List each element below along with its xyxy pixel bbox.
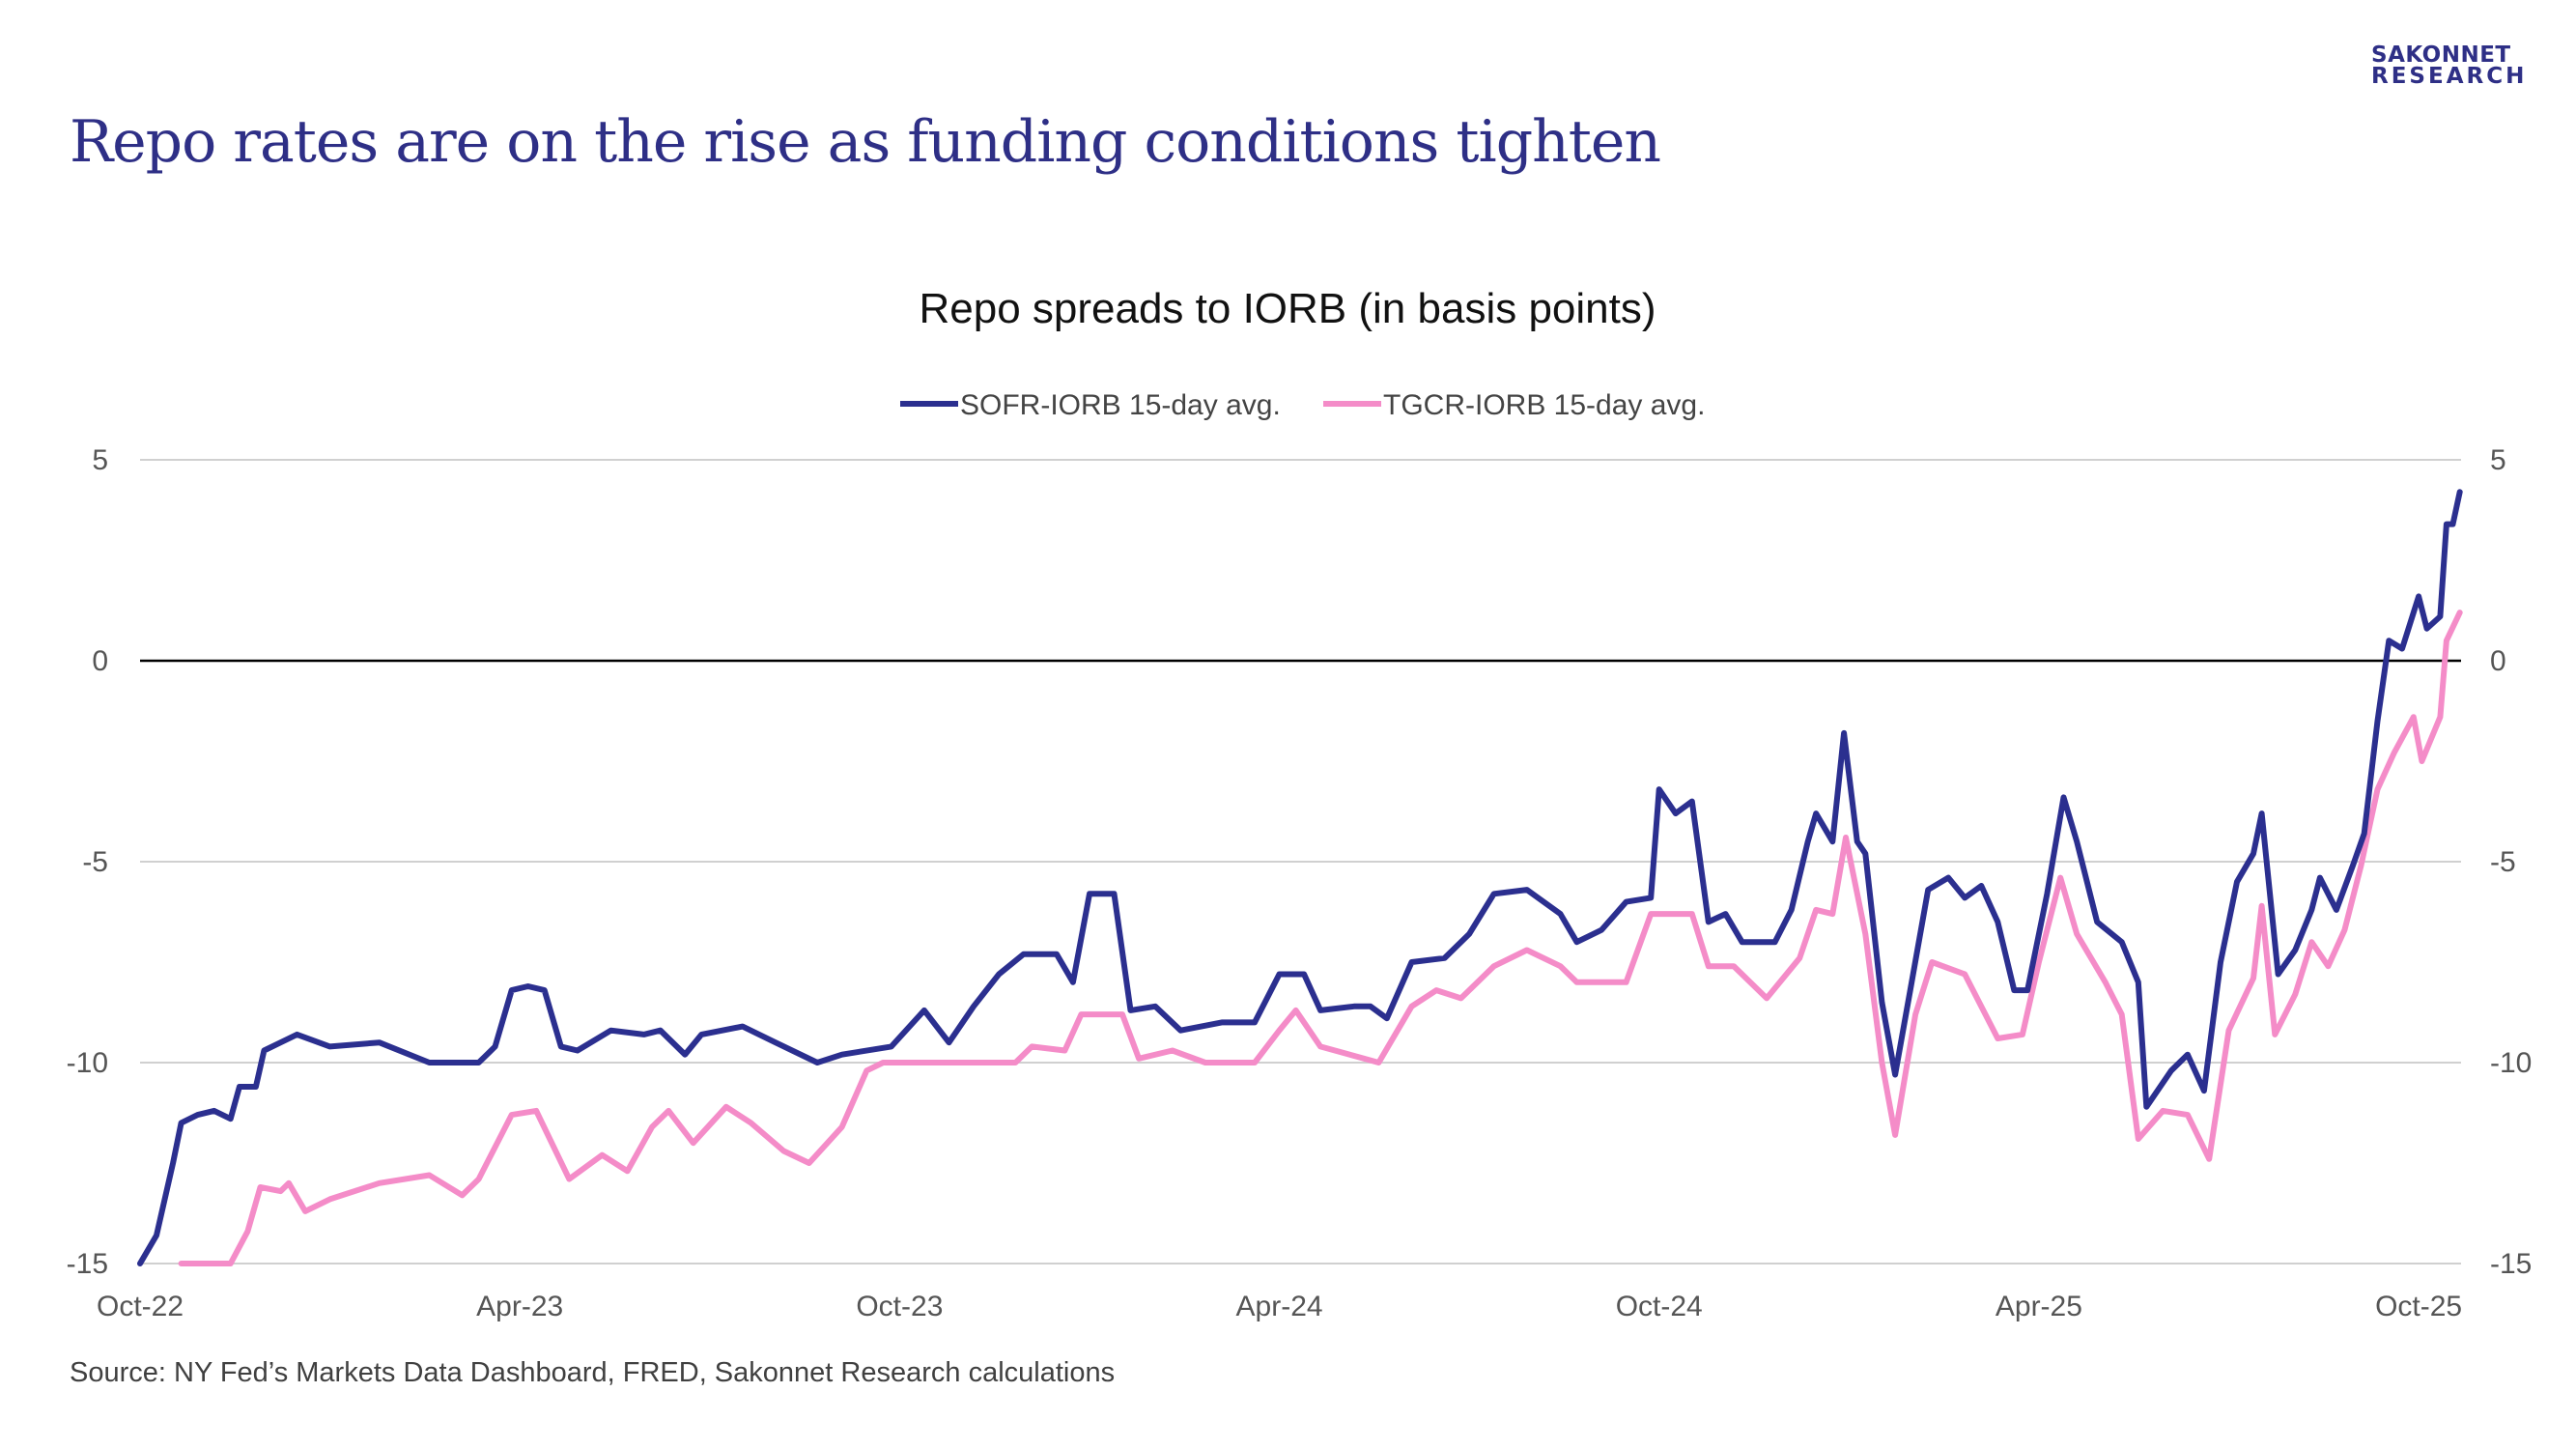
chart-title: Repo spreads to IORB (in basis points) [919, 285, 1656, 332]
y-tick-label-left: 5 [92, 444, 108, 476]
logo-line1: SAKONNET [2371, 43, 2511, 68]
x-tick-label: Oct-24 [1616, 1291, 1703, 1322]
y-tick-label-left: -5 [82, 846, 108, 878]
y-tick-label-left: -10 [67, 1047, 108, 1079]
x-tick-label: Oct-23 [856, 1291, 943, 1322]
legend: SOFR-IORB 15-day avg. TGCR-IORB 15-day a… [900, 389, 1705, 421]
logo-line2: RESEARCH [2371, 64, 2528, 89]
legend-label-sofr: SOFR-IORB 15-day avg. [960, 389, 1281, 421]
source-note: Source: NY Fed’s Markets Data Dashboard,… [70, 1357, 1116, 1388]
y-tick-label-left: -15 [67, 1248, 108, 1280]
legend-label-tgcr: TGCR-IORB 15-day avg. [1383, 389, 1705, 421]
x-tick-label: Oct-22 [97, 1291, 184, 1322]
y-tick-label-left: 0 [92, 645, 108, 677]
x-tick-label: Oct-25 [2375, 1291, 2462, 1322]
series-line-sofr [137, 489, 2463, 1266]
y-tick-label-right: 5 [2490, 444, 2506, 476]
page-title: Repo rates are on the rise as funding co… [70, 108, 1661, 176]
x-tick-label: Apr-23 [476, 1291, 563, 1322]
y-tick-label-right: 0 [2490, 645, 2506, 677]
x-tick-label: Apr-24 [1236, 1291, 1323, 1322]
sakonnet-research-logo: SAKONNET RESEARCH [2371, 43, 2528, 89]
x-tick-label: Apr-25 [1996, 1291, 2082, 1322]
y-tick-label-right: -15 [2490, 1248, 2532, 1280]
y-tick-label-right: -5 [2490, 846, 2516, 878]
y-tick-label-right: -10 [2490, 1047, 2532, 1079]
series-line-tgcr [178, 610, 2463, 1266]
